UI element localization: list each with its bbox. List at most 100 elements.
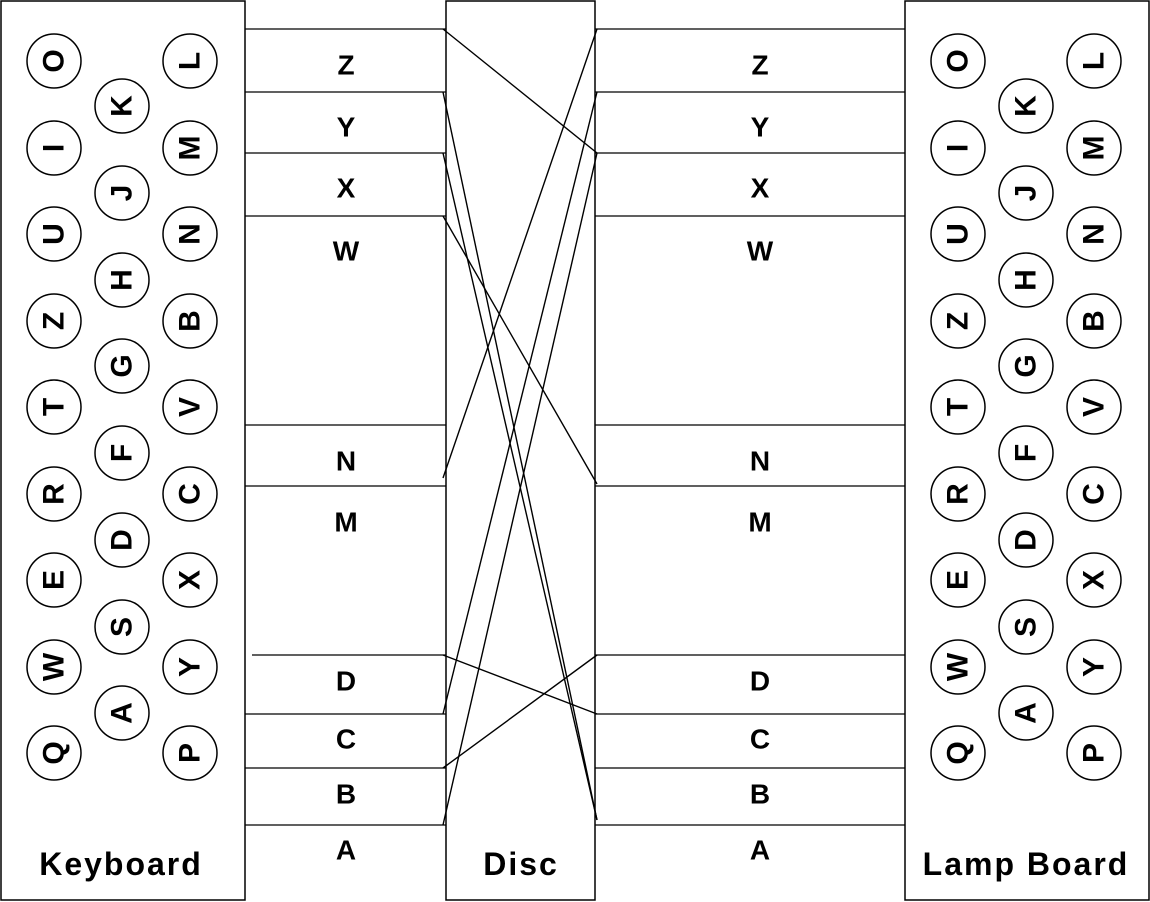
lamp-key-circle [930, 466, 986, 522]
lamp-key-q: Q [930, 725, 986, 781]
lamp-key-l: L [1066, 33, 1122, 89]
lamp-key-circle [998, 685, 1054, 741]
lamp-key-t: T [930, 379, 986, 435]
lamp-key-circle [930, 33, 986, 89]
lamp-key-s: S [998, 599, 1054, 655]
lamp-key-i: I [930, 120, 986, 176]
keyboard-keys: O I U Z T R E W Q K J H G F D S A L M N B V C X Y P [26, 33, 218, 781]
keyboard-key-letter: A [106, 702, 139, 724]
lamp-key-letter: B [1078, 310, 1111, 332]
keyboard-key-letter: P [174, 743, 207, 763]
keyboard-panel [0, 0, 246, 901]
lamp-key-d: D [998, 512, 1054, 568]
keyboard-key-l: L [162, 33, 218, 89]
right-leads [595, 28, 905, 826]
lamp-key-k: K [998, 78, 1054, 134]
keyboard-key-letter: X [174, 570, 207, 590]
keyboard-key-p: P [162, 725, 218, 781]
keyboard-key-k: K [94, 78, 150, 134]
keyboard-key-r: R [26, 466, 82, 522]
keyboard-key-letter: U [38, 223, 71, 245]
lamp-key-circle [1066, 725, 1122, 781]
keyboard-key-letter: N [174, 223, 207, 245]
keyboard-key-letter: F [106, 444, 139, 462]
lamp-key-circle [998, 252, 1054, 308]
keyboard-key-letter: T [38, 398, 71, 416]
right-wire-label-x: X [751, 173, 770, 204]
lamp-key-letter: P [1078, 743, 1111, 763]
left-wire-label-z: Z [337, 50, 354, 81]
disc-wire-d-to-c [442, 654, 598, 715]
lamp-key-letter: E [942, 570, 975, 590]
keyboard-key-circle [94, 165, 150, 221]
lamp-key-circle [930, 639, 986, 695]
lamp-key-letter: C [1078, 483, 1111, 505]
keyboard-key-letter: H [106, 269, 139, 291]
left-wire-label-d: D [336, 666, 356, 697]
keyboard-key-letter: I [38, 144, 71, 152]
lamp-key-circle [930, 725, 986, 781]
lamp-key-letter: O [942, 49, 975, 72]
lamp-key-letter: G [1010, 354, 1043, 377]
lamp-key-circle [1066, 639, 1122, 695]
keyboard-key-circle [162, 206, 218, 262]
lamp-key-circle [998, 599, 1054, 655]
right-wire-label-w: W [747, 236, 774, 267]
disc-wire-c-to-y [442, 91, 598, 715]
lamp-key-o: O [930, 33, 986, 89]
keyboard-key-x: X [162, 552, 218, 608]
keyboard-key-circle [94, 512, 150, 568]
lamp-key-circle [998, 165, 1054, 221]
lamp-key-p: P [1066, 725, 1122, 781]
keyboard-title: Keyboard [39, 846, 203, 882]
left-wire-label-m: M [334, 507, 357, 538]
left-wire-label-a: A [336, 835, 356, 866]
right-wire-label-b: B [750, 779, 770, 810]
keyboard-key-circle [162, 120, 218, 176]
right-wire-label-z: Z [751, 50, 768, 81]
keyboard-key-u: U [26, 206, 82, 262]
lamp-key-letter: T [942, 398, 975, 416]
keyboard-key-z: Z [26, 293, 82, 349]
lamp-key-circle [1066, 466, 1122, 522]
lamp-key-letter: J [1010, 185, 1043, 202]
keyboard-key-circle [94, 338, 150, 394]
disc-panel [445, 0, 596, 901]
keyboard-key-letter: Y [174, 657, 207, 677]
lamp-key-circle [1066, 33, 1122, 89]
keyboard-key-j: J [94, 165, 150, 221]
lamp-key-letter: D [1010, 529, 1043, 551]
lampboard-keys: O I U Z T R E W Q K J H G F D S A L M N B V C X Y P [930, 33, 1122, 781]
lamp-key-circle [998, 338, 1054, 394]
lamp-key-letter: Z [942, 312, 975, 330]
left-leads [245, 28, 446, 826]
keyboard-key-e: E [26, 552, 82, 608]
keyboard-key-letter: G [106, 354, 139, 377]
disc-wire-w-to-m [442, 215, 598, 485]
lampboard-title: Lamp Board [923, 846, 1130, 882]
disc-wire-z-to-x [442, 28, 598, 154]
keyboard-key-d: D [94, 512, 150, 568]
disc-wire-a-to-x [442, 152, 598, 826]
lamp-key-m: M [1066, 120, 1122, 176]
lamp-key-letter: W [942, 652, 975, 681]
lamp-key-circle [998, 78, 1054, 134]
left-wire-label-c: C [336, 724, 356, 755]
keyboard-key-n: N [162, 206, 218, 262]
lamp-key-circle [930, 120, 986, 176]
keyboard-key-letter: D [106, 529, 139, 551]
lamp-key-circle [930, 552, 986, 608]
lamp-key-circle [1066, 293, 1122, 349]
lamp-key-r: R [930, 466, 986, 522]
lamp-key-g: G [998, 338, 1054, 394]
keyboard-key-letter: R [38, 483, 71, 505]
lamp-key-e: E [930, 552, 986, 608]
keyboard-key-m: M [162, 120, 218, 176]
keyboard-key-circle [94, 425, 150, 481]
keyboard-key-circle [26, 379, 82, 435]
lamp-key-w: W [930, 639, 986, 695]
lamp-key-z: Z [930, 293, 986, 349]
